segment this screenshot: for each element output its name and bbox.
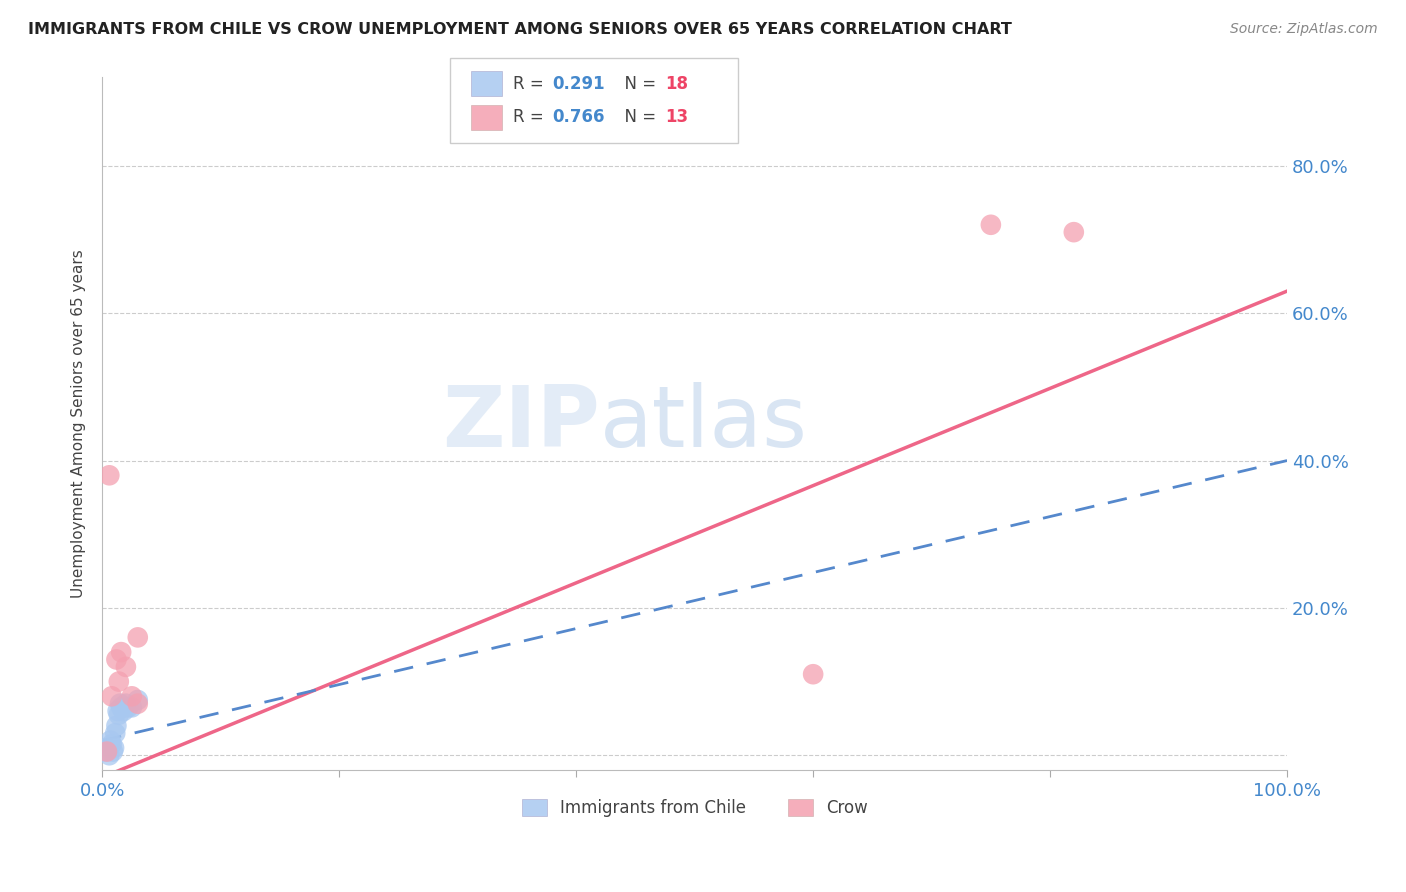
Point <box>108 697 131 711</box>
Point <box>107 674 129 689</box>
Text: 18: 18 <box>665 75 688 93</box>
Point <box>115 660 138 674</box>
Point <box>94 745 117 759</box>
Point <box>121 700 143 714</box>
Point <box>115 697 138 711</box>
Point <box>1063 225 1085 239</box>
Point <box>96 745 118 759</box>
Point <box>101 745 124 759</box>
Point <box>121 690 143 704</box>
Text: N =: N = <box>614 108 662 126</box>
Point <box>98 468 121 483</box>
Point <box>127 697 149 711</box>
Text: ZIP: ZIP <box>441 382 600 466</box>
Text: atlas: atlas <box>600 382 808 466</box>
Point <box>104 726 127 740</box>
Point <box>97 740 120 755</box>
Point <box>980 218 1002 232</box>
Point <box>801 667 824 681</box>
Point <box>100 737 122 751</box>
Text: R =: R = <box>513 75 550 93</box>
Text: 13: 13 <box>665 108 688 126</box>
Point <box>110 645 132 659</box>
Legend: Immigrants from Chile, Crow: Immigrants from Chile, Crow <box>515 792 875 824</box>
Text: IMMIGRANTS FROM CHILE VS CROW UNEMPLOYMENT AMONG SENIORS OVER 65 YEARS CORRELATI: IMMIGRANTS FROM CHILE VS CROW UNEMPLOYME… <box>28 22 1012 37</box>
Text: R =: R = <box>513 108 550 126</box>
Point <box>127 693 149 707</box>
Point <box>100 690 122 704</box>
Point <box>107 707 129 722</box>
Point <box>100 733 122 747</box>
Text: Source: ZipAtlas.com: Source: ZipAtlas.com <box>1230 22 1378 37</box>
Point <box>107 704 129 718</box>
Point <box>117 700 139 714</box>
Y-axis label: Unemployment Among Seniors over 65 years: Unemployment Among Seniors over 65 years <box>72 250 86 599</box>
Point <box>105 719 128 733</box>
Point <box>103 740 125 755</box>
Point <box>110 700 132 714</box>
Text: 0.291: 0.291 <box>553 75 605 93</box>
Text: N =: N = <box>614 75 662 93</box>
Point <box>112 704 135 718</box>
Point <box>98 748 121 763</box>
Point <box>105 652 128 666</box>
Text: 0.766: 0.766 <box>553 108 605 126</box>
Point <box>127 631 149 645</box>
